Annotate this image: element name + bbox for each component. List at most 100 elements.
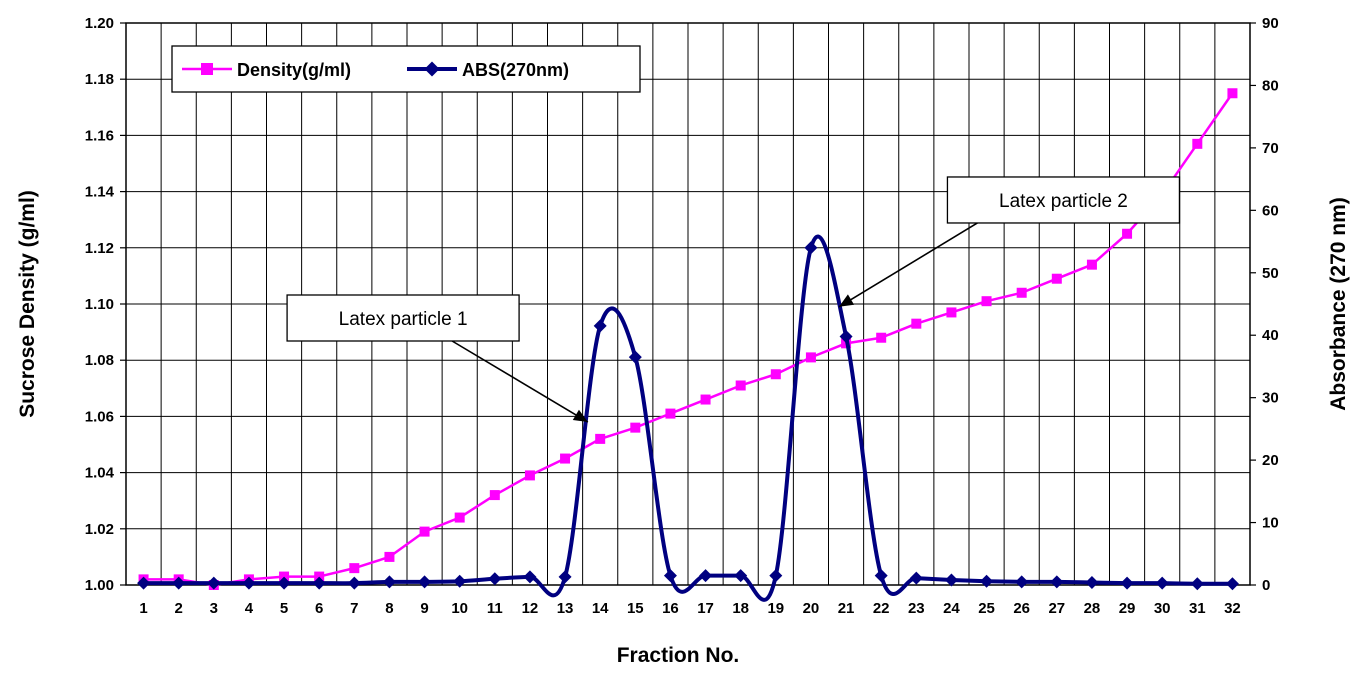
data-point: [277, 576, 291, 590]
y2-tick-label: 60: [1262, 202, 1279, 219]
data-point: [909, 571, 923, 585]
y-tick-label: 1.02: [85, 521, 114, 538]
annotation-box: [286, 294, 520, 342]
data-point: [384, 551, 395, 562]
legend-swatch-marker: [201, 63, 213, 75]
y-tick-label: 1.10: [85, 296, 114, 313]
data-point: [242, 576, 256, 590]
data-point: [1085, 576, 1099, 590]
x-tick-label: 32: [1224, 600, 1241, 617]
data-point: [700, 394, 711, 405]
data-point: [665, 408, 676, 419]
annotation-arrow-line: [838, 222, 978, 308]
data-point: [1227, 88, 1238, 99]
x-tick-label: 13: [557, 600, 574, 617]
legend-entry: ABS(270nm): [407, 60, 569, 80]
data-point: [874, 569, 888, 583]
x-tick-label: 18: [732, 600, 749, 617]
data-point: [595, 433, 606, 444]
data-point: [1015, 575, 1029, 589]
tick-labels: 1.00 1.02 1.04 1.06 1.08 1.10 1.12 1.14 1.16 1.18…: [85, 15, 1279, 617]
y2-tick-label: 40: [1262, 327, 1279, 344]
legend-label: ABS(270nm): [462, 60, 569, 80]
data-point: [628, 350, 642, 364]
y2-tick-label: 10: [1262, 515, 1279, 532]
x-tick-label: 29: [1119, 600, 1136, 617]
y2-tick-label: 20: [1262, 452, 1279, 469]
series-absorbance: [137, 234, 1239, 602]
data-point: [453, 574, 467, 588]
y-axis-title: Sucrose Density (g/ml): [16, 190, 39, 418]
data-point: [769, 569, 783, 583]
data-point: [1051, 273, 1062, 284]
data-point: [944, 573, 958, 587]
x-tick-label: 6: [315, 600, 323, 617]
y-tick-label: 1.12: [85, 240, 114, 257]
legend: Density(g/ml) ABS(270nm): [171, 45, 641, 93]
data-point: [839, 329, 853, 343]
x-tick-label: 5: [280, 600, 288, 617]
data-point: [1050, 575, 1064, 589]
x-tick-label: 4: [245, 600, 254, 617]
y2-axis-title: Absorbance (270 nm): [1327, 197, 1350, 411]
x-tick-label: 19: [767, 600, 784, 617]
data-point: [419, 526, 430, 537]
y-tick-label: 1.16: [85, 127, 114, 144]
annotation-text: Latex particle 1: [339, 309, 468, 330]
x-axis-title: Fraction No.: [617, 644, 740, 667]
data-point: [1122, 228, 1133, 239]
x-tick-label: 28: [1084, 600, 1101, 617]
legend-swatch-marker: [424, 61, 440, 77]
data-point: [418, 575, 432, 589]
y2-tick-label: 50: [1262, 265, 1279, 282]
y2-tick-label: 80: [1262, 77, 1279, 94]
x-tick-label: 1: [139, 600, 147, 617]
y-tick-label: 1.06: [85, 408, 114, 425]
data-point: [279, 571, 290, 582]
data-point: [630, 422, 641, 433]
x-tick-label: 24: [943, 600, 960, 617]
data-point: [1192, 138, 1203, 149]
legend-entry: Density(g/ml): [182, 60, 351, 80]
annotation-box: [946, 176, 1181, 224]
data-point: [1225, 577, 1239, 591]
x-tick-label: 12: [522, 600, 539, 617]
y-tick-label: 1.14: [85, 184, 115, 201]
data-point: [981, 296, 992, 307]
y-tick-label: 1.20: [85, 15, 114, 32]
data-point: [137, 576, 151, 590]
legend-box: [171, 45, 641, 93]
y-tick-label: 1.08: [85, 352, 114, 369]
data-point: [1190, 577, 1204, 591]
annotation-arrow-head: [839, 294, 855, 307]
x-tick-label: 9: [420, 600, 428, 617]
data-point: [876, 332, 887, 343]
y2-tick-label: 70: [1262, 140, 1279, 157]
y2-tick-label: 30: [1262, 390, 1279, 407]
annotation-arrow-line: [451, 340, 589, 423]
annotation-arrow-head: [572, 409, 588, 423]
x-tick-label: 31: [1189, 600, 1206, 617]
x-tick-label: 16: [662, 600, 679, 617]
data-point: [663, 569, 677, 583]
axes: [120, 22, 1256, 586]
y2-tick-label: 90: [1262, 15, 1279, 32]
x-tick-label: 11: [487, 600, 503, 617]
data-point: [1086, 259, 1097, 270]
x-tick-label: 20: [803, 600, 820, 617]
x-tick-label: 21: [838, 600, 855, 617]
y-tick-label: 1.04: [85, 465, 115, 482]
data-point: [523, 570, 537, 584]
data-point: [804, 241, 818, 255]
x-tick-label: 23: [908, 600, 925, 617]
y-tick-label: 1.18: [85, 71, 114, 88]
data-point: [489, 490, 500, 501]
data-point: [558, 570, 572, 584]
x-tick-label: 22: [873, 600, 890, 617]
data-point: [488, 572, 502, 586]
annotation-2: Latex particle 2: [838, 176, 1181, 308]
x-tick-label: 17: [697, 600, 714, 617]
data-point: [207, 576, 221, 590]
x-tick-label: 8: [385, 600, 393, 617]
